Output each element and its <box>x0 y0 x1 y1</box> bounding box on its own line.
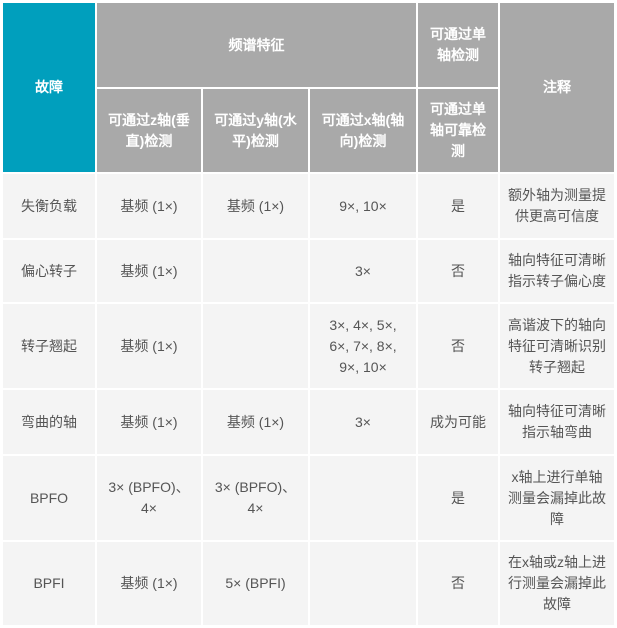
cell-z: 基频 (1×) <box>97 240 201 302</box>
table-row: 弯曲的轴 基频 (1×) 基频 (1×) 3× 成为可能 轴向特征可清晰指示轴弯… <box>3 390 614 454</box>
cell-z: 基频 (1×) <box>97 542 201 625</box>
table-row: 失衡负载 基频 (1×) 基频 (1×) 9×, 10× 是 额外轴为测量提供更… <box>3 174 614 238</box>
cell-note: 轴向特征可清晰指示轴弯曲 <box>500 390 614 454</box>
cell-single: 否 <box>418 304 498 388</box>
cell-z: 基频 (1×) <box>97 390 201 454</box>
cell-y <box>203 240 308 302</box>
cell-x <box>310 456 416 540</box>
header-single-axis-detect: 可通过单轴检测 <box>418 3 498 87</box>
cell-x: 3×, 4×, 5×, 6×, 7×, 8×, 9×, 10× <box>310 304 416 388</box>
header-y-axis: 可通过y轴(水平)检测 <box>203 89 308 172</box>
table-row: BPFO 3× (BPFO)、4× 3× (BPFO)、4× 是 x轴上进行单轴… <box>3 456 614 540</box>
header-x-axis: 可通过x轴(轴向)检测 <box>310 89 416 172</box>
header-spectral: 频谱特征 <box>97 3 416 87</box>
header-single-axis-reliable: 可通过单轴可靠检测 <box>418 89 498 172</box>
cell-x: 3× <box>310 240 416 302</box>
cell-y <box>203 304 308 388</box>
header-notes: 注释 <box>500 3 614 172</box>
cell-note: 高谐波下的轴向特征可清晰识别转子翘起 <box>500 304 614 388</box>
cell-y: 3× (BPFO)、4× <box>203 456 308 540</box>
cell-note: 额外轴为测量提供更高可信度 <box>500 174 614 238</box>
header-fault: 故障 <box>3 3 95 172</box>
cell-fault: 失衡负载 <box>3 174 95 238</box>
table-row: BPFI 基频 (1×) 5× (BPFI) 否 在x轴或z轴上进行测量会漏掉此… <box>3 542 614 625</box>
cell-z: 基频 (1×) <box>97 174 201 238</box>
cell-fault: 偏心转子 <box>3 240 95 302</box>
cell-fault: BPFO <box>3 456 95 540</box>
cell-z: 3× (BPFO)、4× <box>97 456 201 540</box>
cell-note: x轴上进行单轴测量会漏掉此故障 <box>500 456 614 540</box>
cell-fault: 转子翘起 <box>3 304 95 388</box>
cell-x: 9×, 10× <box>310 174 416 238</box>
cell-single: 是 <box>418 174 498 238</box>
header-z-axis: 可通过z轴(垂直)检测 <box>97 89 201 172</box>
table-row: 偏心转子 基频 (1×) 3× 否 轴向特征可清晰指示转子偏心度 <box>3 240 614 302</box>
cell-y: 基频 (1×) <box>203 174 308 238</box>
cell-y: 基频 (1×) <box>203 390 308 454</box>
table-row: 转子翘起 基频 (1×) 3×, 4×, 5×, 6×, 7×, 8×, 9×,… <box>3 304 614 388</box>
cell-z: 基频 (1×) <box>97 304 201 388</box>
cell-single: 成为可能 <box>418 390 498 454</box>
cell-note: 轴向特征可清晰指示转子偏心度 <box>500 240 614 302</box>
cell-y: 5× (BPFI) <box>203 542 308 625</box>
cell-x: 3× <box>310 390 416 454</box>
cell-single: 否 <box>418 542 498 625</box>
cell-single: 否 <box>418 240 498 302</box>
cell-fault: 弯曲的轴 <box>3 390 95 454</box>
cell-fault: BPFI <box>3 542 95 625</box>
cell-note: 在x轴或z轴上进行测量会漏掉此故障 <box>500 542 614 625</box>
cell-x <box>310 542 416 625</box>
cell-single: 是 <box>418 456 498 540</box>
